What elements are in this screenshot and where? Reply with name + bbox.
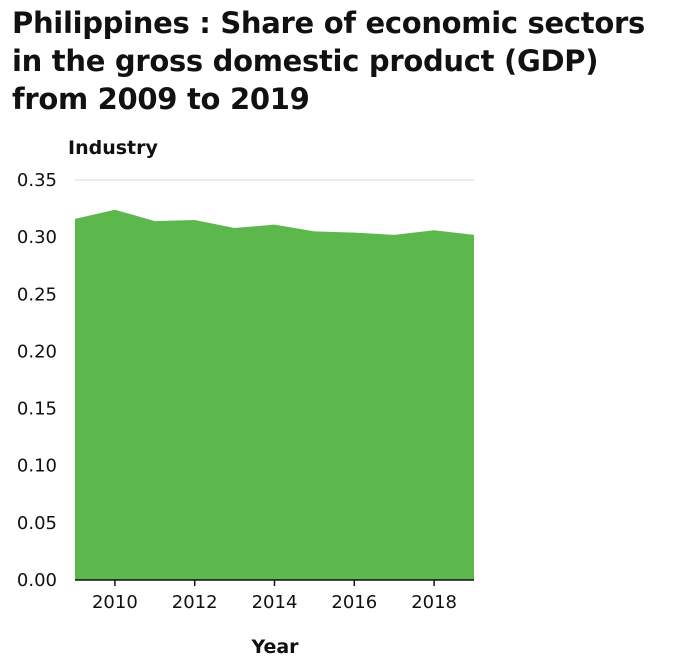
- area-fill-series-0: [75, 209, 474, 580]
- chart-title: Philippines : Share of economic sectors …: [12, 6, 645, 116]
- y-tick-label-2: 0.10: [17, 456, 57, 477]
- y-tick-label-1: 0.05: [17, 513, 57, 534]
- y-tick-label-4: 0.20: [17, 341, 57, 362]
- x-tick-label-4: 2018: [411, 592, 457, 613]
- y-tick-label-0: 0.00: [17, 570, 57, 591]
- axes: [75, 579, 474, 586]
- y-tick-label-7: 0.35: [17, 170, 57, 191]
- x-tick-label-2: 2014: [252, 592, 298, 613]
- x-tick-label-1: 2012: [172, 592, 218, 613]
- x-tick-label-0: 2010: [92, 592, 138, 613]
- y-tick-labels: 0.00 0.05 0.10 0.15 0.20 0.25 0.30 0.35: [17, 170, 57, 591]
- area-series: [74, 209, 475, 580]
- x-axis-title: Year: [250, 636, 299, 658]
- y-tick-label-6: 0.30: [17, 227, 57, 248]
- y-tick-label-3: 0.15: [17, 399, 57, 420]
- y-tick-label-5: 0.25: [17, 284, 57, 305]
- x-tick-label-3: 2016: [331, 592, 377, 613]
- x-tick-labels: 2010 2012 2014 2016 2018: [92, 592, 457, 613]
- y-axis-title: Industry: [68, 137, 158, 159]
